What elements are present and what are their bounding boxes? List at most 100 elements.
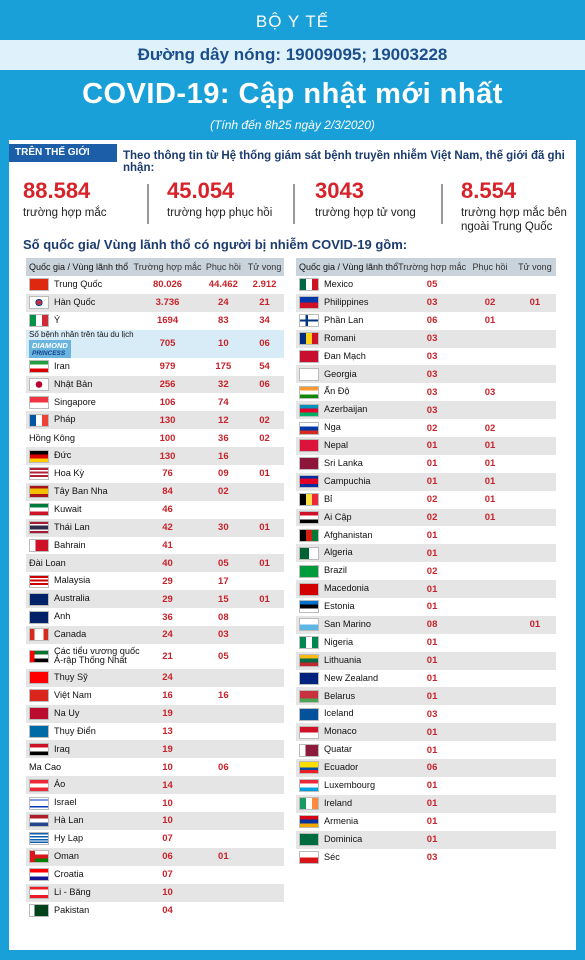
deaths-cell bbox=[514, 670, 556, 688]
cases-cell: 01 bbox=[426, 744, 438, 756]
deaths-cell bbox=[245, 393, 284, 411]
country-cell: Estonia bbox=[296, 598, 398, 616]
table-row: Đức 130 16 bbox=[26, 447, 284, 466]
cases-cell: 04 bbox=[162, 904, 173, 916]
table-row: New Zealand 01 bbox=[296, 670, 556, 688]
country-name: Ma Cao bbox=[29, 761, 62, 772]
cases-cell: 10 bbox=[162, 761, 173, 773]
recovered-cell bbox=[202, 537, 246, 555]
deaths-cell bbox=[514, 509, 556, 527]
deaths-cell: 01 bbox=[259, 593, 270, 605]
deaths-cell bbox=[245, 705, 284, 723]
table-row: Séc 03 bbox=[296, 849, 556, 867]
deaths-cell bbox=[245, 447, 284, 465]
deaths-cell bbox=[245, 669, 284, 687]
country-name: Algeria bbox=[324, 547, 353, 558]
table-row: Hàn Quốc 3.736 24 21 bbox=[26, 293, 284, 312]
flag-icon bbox=[29, 832, 49, 846]
recovered-cell: 05 bbox=[218, 650, 229, 662]
table-row: Australia 29 15 01 bbox=[26, 590, 284, 609]
flag-icon bbox=[299, 689, 319, 703]
deaths-cell bbox=[514, 544, 556, 562]
deaths-cell bbox=[245, 608, 284, 626]
country-name: Iran bbox=[54, 360, 70, 371]
logo-line1: DIAMOND bbox=[32, 340, 68, 350]
table-row: Israel 10 bbox=[26, 794, 284, 812]
deaths-cell: 06 bbox=[259, 379, 270, 390]
recovered-cell bbox=[466, 276, 514, 294]
country-name: Lithuania bbox=[324, 654, 362, 665]
country-name: Ý bbox=[54, 314, 61, 325]
flag-icon bbox=[29, 671, 49, 685]
country-cell: Séc bbox=[296, 849, 398, 867]
country-cell: Croatia bbox=[26, 866, 134, 884]
country-cell: Canada bbox=[26, 626, 134, 644]
country-name: Pakistan bbox=[54, 904, 90, 915]
divider bbox=[147, 184, 149, 224]
table-row: Nigeria 01 bbox=[296, 634, 556, 652]
deaths-cell bbox=[245, 866, 284, 884]
flag-icon bbox=[29, 485, 49, 499]
flag-icon bbox=[299, 439, 319, 453]
table-row: Pakistan 04 bbox=[26, 902, 284, 920]
country-cell: Algeria bbox=[296, 544, 398, 562]
cases-cell: 05 bbox=[426, 279, 438, 291]
country-cell: San Marino bbox=[296, 616, 398, 634]
deaths-cell bbox=[514, 562, 556, 580]
country-cell: Hy Lạp bbox=[26, 830, 134, 848]
table-row: Georgia 03 bbox=[296, 365, 556, 384]
country-name: Na Uy bbox=[54, 707, 80, 718]
cases-cell: 36 bbox=[162, 611, 173, 623]
table-row: Số bệnh nhân trên tàu du lịch DIAMOND PRIN… bbox=[26, 329, 284, 358]
country-name: Romani bbox=[324, 332, 356, 343]
recovered-cell bbox=[466, 562, 514, 580]
country-cell: Ireland bbox=[296, 795, 398, 813]
cases-cell: 19 bbox=[162, 708, 173, 720]
recovered-cell: 10 bbox=[218, 338, 229, 350]
recovered-cell bbox=[466, 616, 514, 634]
table-row: Tây Ban Nha 84 02 bbox=[26, 482, 284, 501]
recovered-cell: 01 bbox=[484, 512, 496, 524]
cases-cell: 24 bbox=[162, 672, 173, 684]
country-name: Ấn Độ bbox=[324, 386, 350, 397]
deaths-cell bbox=[245, 776, 284, 794]
flag-icon bbox=[299, 367, 319, 381]
deaths-cell bbox=[514, 652, 556, 670]
table-row: Dominica 01 bbox=[296, 830, 556, 849]
country-name: Ai Cập bbox=[324, 511, 352, 522]
cases-cell: 14 bbox=[162, 779, 173, 791]
recovered-cell bbox=[466, 723, 514, 741]
flag-icon bbox=[299, 779, 319, 793]
cases-cell: 03 bbox=[426, 351, 438, 362]
flag-icon bbox=[299, 761, 319, 775]
deaths-cell bbox=[514, 401, 556, 419]
recovered-cell bbox=[202, 669, 246, 687]
table-row: Thụy Điển 13 bbox=[26, 723, 284, 741]
table-row: Lithuania 01 bbox=[296, 651, 556, 670]
country-name: Georgia bbox=[324, 368, 357, 379]
flag-icon bbox=[299, 475, 319, 489]
country-cell: Dominica bbox=[296, 831, 398, 849]
country-cell: Pakistan bbox=[26, 902, 134, 920]
table-row: Algeria 01 bbox=[296, 544, 556, 563]
table-row: Bỉ 02 01 bbox=[296, 491, 556, 509]
flag-icon bbox=[29, 610, 49, 624]
cases-cell: 10 bbox=[162, 815, 173, 827]
country-cell: Iceland bbox=[296, 705, 398, 723]
recovered-cell: 16 bbox=[218, 450, 229, 462]
cases-cell: 979 bbox=[159, 361, 176, 373]
deaths-cell bbox=[245, 830, 284, 848]
country-cell: Afghanistan bbox=[296, 526, 398, 544]
cases-cell: 02 bbox=[426, 565, 438, 577]
recovered-cell: 08 bbox=[218, 611, 229, 623]
deaths-cell bbox=[514, 831, 556, 849]
country-cell: Đan Mạch bbox=[296, 348, 398, 366]
deaths-cell bbox=[245, 794, 284, 812]
table-row: Việt Nam 16 16 bbox=[26, 687, 284, 705]
recovered-cell: 32 bbox=[218, 379, 229, 390]
country-name: Luxembourg bbox=[324, 780, 376, 791]
countries-title: Số quốc gia/ Vùng lãnh thổ có người bị n… bbox=[23, 237, 408, 252]
country-cell: Georgia bbox=[296, 365, 398, 383]
table-row: Malaysia 29 17 bbox=[26, 572, 284, 590]
table-row: Hoa Kỳ 76 09 01 bbox=[26, 465, 284, 483]
